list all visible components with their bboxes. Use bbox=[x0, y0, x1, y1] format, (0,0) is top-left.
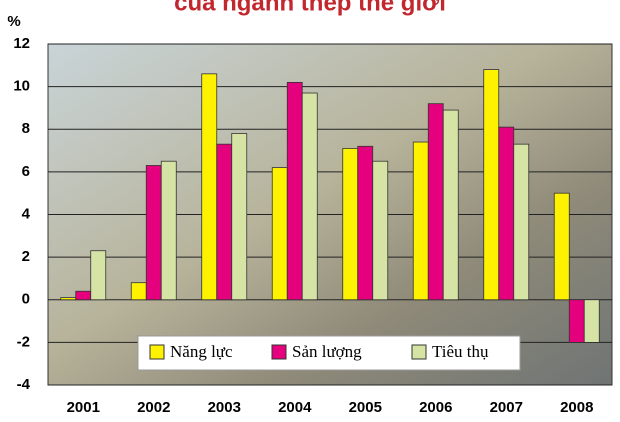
bar bbox=[286, 81, 303, 301]
y-tick-label: 2 bbox=[22, 248, 30, 265]
bar bbox=[498, 126, 515, 301]
bar bbox=[553, 192, 570, 301]
bar bbox=[90, 250, 107, 301]
bar bbox=[130, 282, 147, 301]
x-tick-label: 2004 bbox=[278, 399, 312, 416]
legend-label: Tiêu thụ bbox=[432, 342, 489, 361]
legend-swatch bbox=[411, 344, 427, 360]
bar bbox=[568, 299, 585, 343]
x-tick-label: 2002 bbox=[137, 399, 170, 416]
x-tick-label: 2007 bbox=[490, 399, 523, 416]
legend-swatch bbox=[271, 344, 287, 360]
x-tick-label: 2006 bbox=[419, 399, 452, 416]
bar bbox=[271, 167, 288, 301]
bar bbox=[145, 165, 162, 301]
bar bbox=[513, 143, 530, 301]
y-tick-label: 6 bbox=[22, 163, 30, 180]
bar bbox=[427, 103, 444, 301]
y-tick-label: 0 bbox=[22, 291, 30, 308]
bar bbox=[372, 160, 389, 301]
y-tick-label: 12 bbox=[13, 35, 30, 52]
bar bbox=[231, 133, 248, 301]
x-tick-label: 2001 bbox=[67, 399, 100, 416]
x-tick-label: 2005 bbox=[349, 399, 382, 416]
bar bbox=[301, 92, 318, 301]
bar bbox=[357, 145, 374, 301]
legend-box bbox=[137, 335, 521, 371]
chart-title: của ngành thép thế giới bbox=[174, 0, 446, 16]
legend-swatch bbox=[149, 344, 165, 360]
y-tick-label: 10 bbox=[13, 78, 30, 95]
bar bbox=[60, 297, 77, 301]
y-tick-label: 8 bbox=[22, 120, 30, 137]
bar bbox=[442, 109, 459, 301]
bar bbox=[160, 160, 177, 301]
y-tick-label: -2 bbox=[17, 333, 30, 350]
bar bbox=[483, 69, 500, 301]
legend: Năng lực Sản lượng Tiêu thụ bbox=[137, 335, 521, 371]
y-axis-label: % bbox=[7, 13, 20, 30]
legend-label: Sản lượng bbox=[292, 342, 362, 361]
bar bbox=[412, 141, 429, 301]
bar bbox=[583, 299, 600, 343]
y-tick-label: -4 bbox=[17, 376, 31, 393]
bar bbox=[75, 290, 92, 301]
bar bbox=[201, 73, 218, 301]
x-tick-label: 2003 bbox=[208, 399, 241, 416]
bar bbox=[342, 148, 359, 301]
x-tick-label: 2008 bbox=[560, 399, 593, 416]
y-tick-label: 4 bbox=[22, 205, 31, 222]
legend-label: Năng lực bbox=[170, 342, 233, 361]
bar bbox=[216, 143, 233, 301]
